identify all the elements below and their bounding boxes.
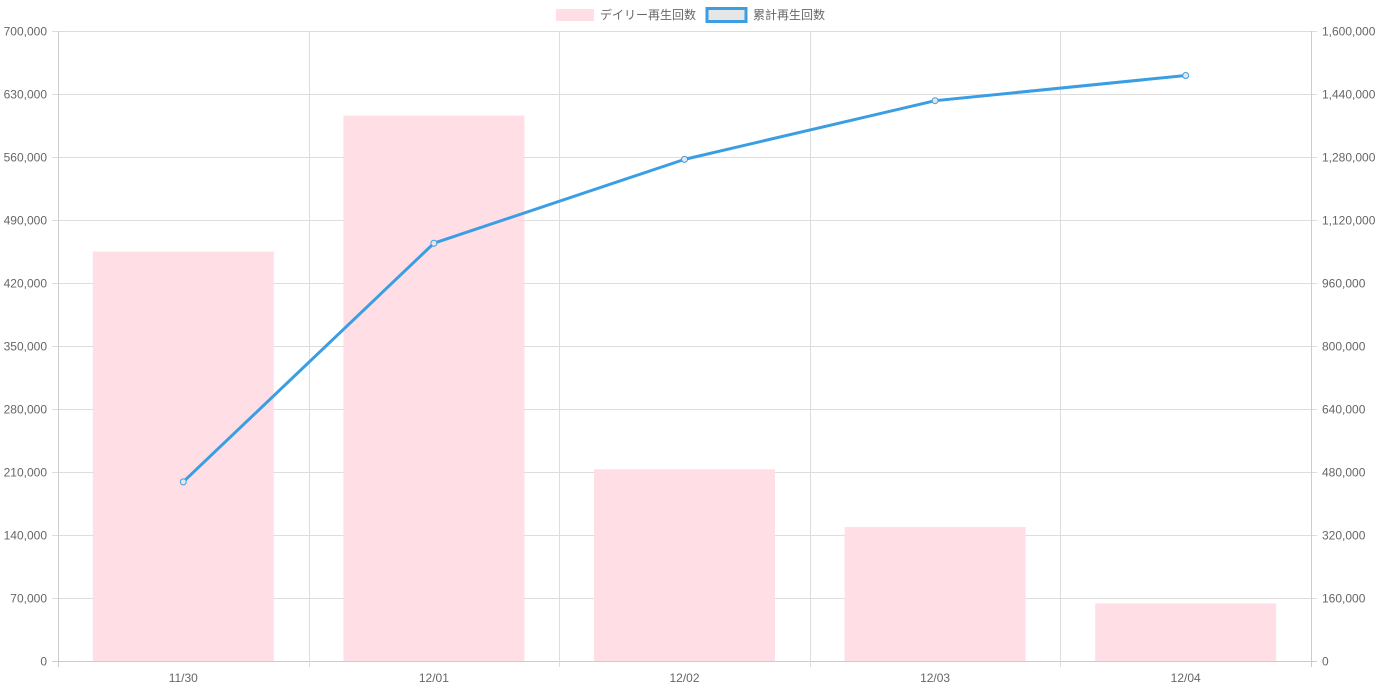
legend-label-daily[interactable]: デイリー再生回数 [600, 7, 696, 22]
legend: デイリー再生回数 累計再生回数 [556, 7, 825, 23]
bar-daily [594, 469, 775, 661]
y-right-tick-label: 0 [1322, 655, 1329, 669]
x-tick-label: 12/03 [920, 671, 950, 685]
y-right-tick-label: 640,000 [1322, 403, 1366, 417]
y-left-tick-label: 420,000 [4, 277, 48, 291]
y-left-tick-label: 560,000 [4, 151, 48, 165]
y-right-tick-label: 1,440,000 [1322, 88, 1376, 102]
legend-label-cumulative[interactable]: 累計再生回数 [753, 7, 825, 22]
y-right-tick-label: 320,000 [1322, 529, 1366, 543]
line-point [1182, 71, 1190, 79]
y-left-tick-label: 350,000 [4, 340, 48, 354]
y-left-tick-label: 700,000 [4, 25, 48, 39]
bar-daily [92, 251, 274, 661]
y-right-tick-label: 480,000 [1322, 466, 1366, 480]
y-left-tick-label: 70,000 [10, 592, 47, 606]
legend-swatch-cumulative[interactable] [705, 7, 748, 23]
line-point [179, 478, 187, 486]
y-right-tick-label: 1,600,000 [1322, 25, 1376, 39]
y-left-tick-label: 210,000 [4, 466, 48, 480]
y-left-tick-label: 630,000 [4, 88, 48, 102]
x-tick-label: 12/01 [419, 671, 449, 685]
x-tick-label: 12/02 [669, 671, 699, 685]
y-right-tick-label: 1,120,000 [1322, 214, 1376, 228]
bar-layer [92, 115, 1277, 662]
y-right-tick-label: 960,000 [1322, 277, 1366, 291]
x-tick-label: 12/04 [1171, 671, 1201, 685]
line-point [430, 239, 438, 247]
legend-swatch-daily[interactable] [556, 9, 594, 21]
y-left-tick-label: 280,000 [4, 403, 48, 417]
bar-daily [1095, 603, 1277, 661]
line-point [931, 97, 939, 105]
y-left-tick-label: 140,000 [4, 529, 48, 543]
y-left-tick-label: 490,000 [4, 214, 48, 228]
x-tick-label: 11/30 [169, 671, 198, 685]
bar-daily [844, 526, 1026, 661]
line-point [681, 155, 688, 163]
y-right-tick-label: 160,000 [1322, 592, 1366, 606]
line-layer [179, 71, 1190, 486]
y-left-tick-label: 0 [40, 655, 47, 669]
bar-daily [343, 115, 525, 662]
y-right-tick-label: 1,280,000 [1322, 151, 1376, 165]
axis-layer: 0 70,000 140,000 210,000 280,000 350,000 420,0… [4, 25, 1376, 686]
line-cumulative [182, 74, 1186, 483]
y-right-tick-label: 800,000 [1322, 340, 1366, 354]
